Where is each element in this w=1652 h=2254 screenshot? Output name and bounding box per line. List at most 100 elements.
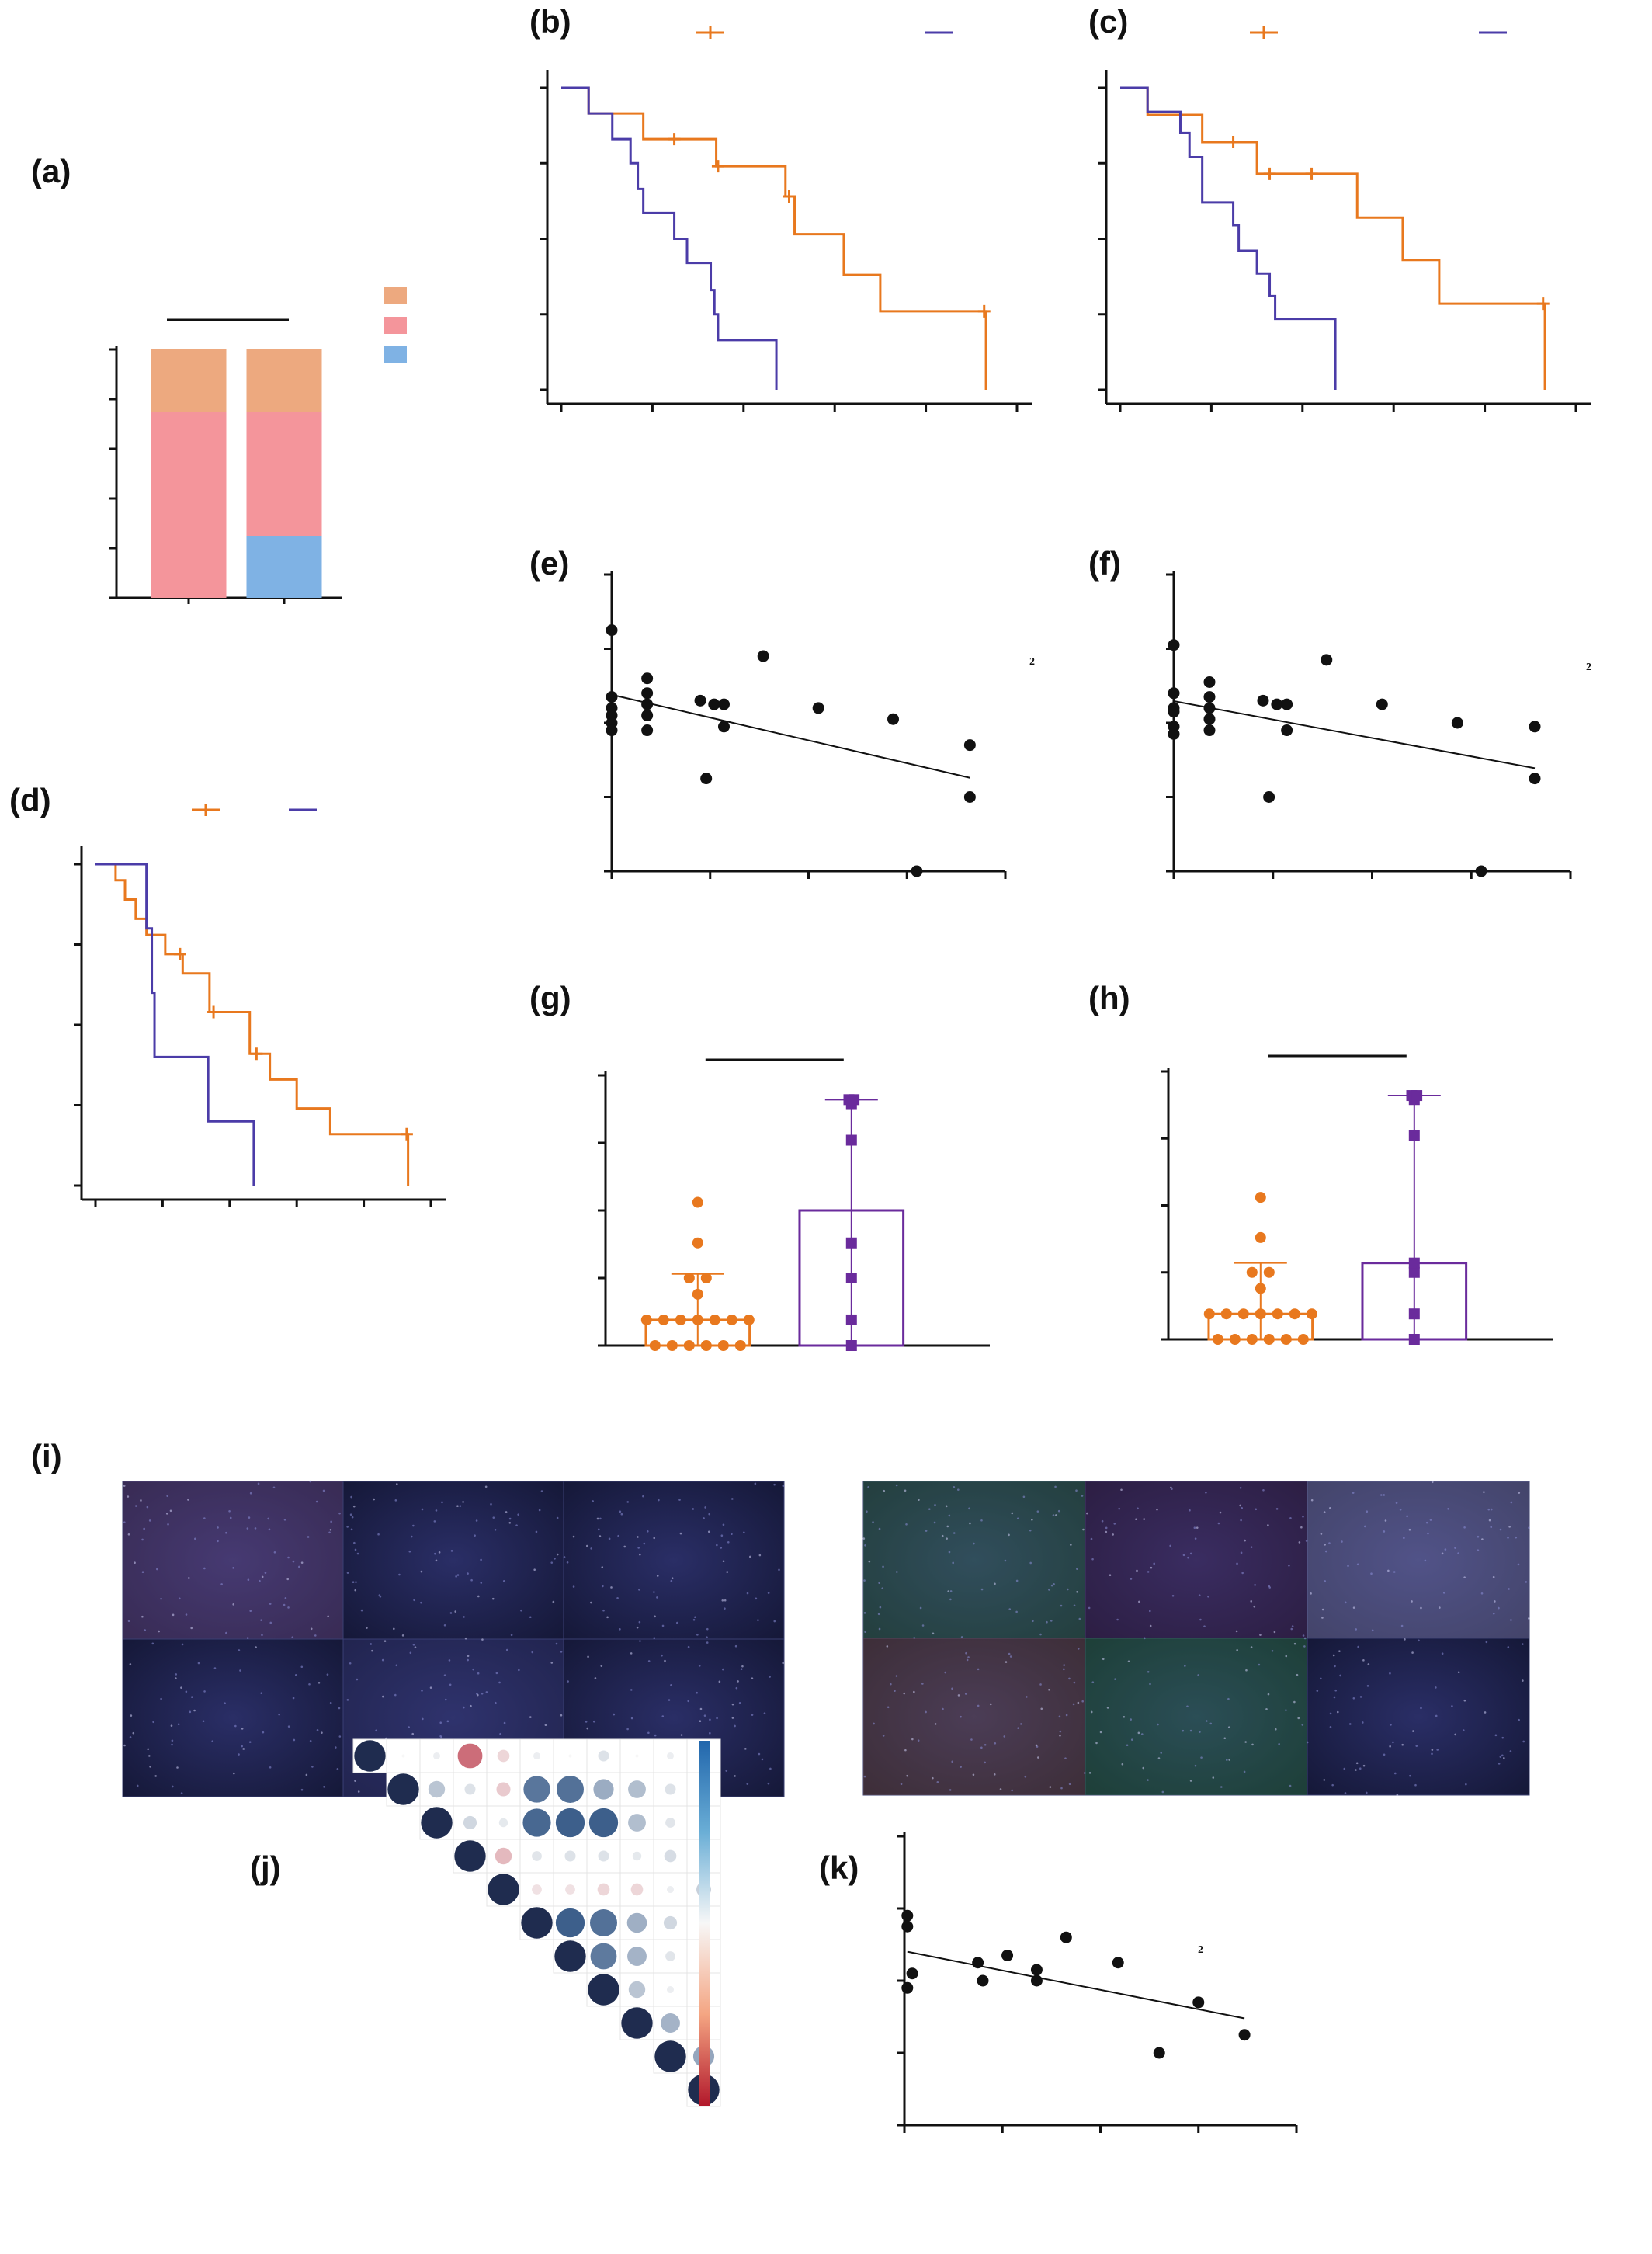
cell-speckle xyxy=(754,1482,757,1485)
censor-mark xyxy=(173,947,186,960)
cell-speckle xyxy=(600,1665,603,1667)
cell-speckle xyxy=(1169,1544,1171,1547)
cell-speckle xyxy=(960,1715,962,1718)
cell-speckle xyxy=(1171,1488,1173,1491)
regression-line xyxy=(611,693,970,779)
cell-speckle xyxy=(412,1643,415,1646)
censor-mark xyxy=(711,160,724,173)
cell-speckle xyxy=(1498,1606,1500,1610)
regression-line xyxy=(907,1950,1245,2020)
cell-speckle xyxy=(1521,1643,1524,1645)
cell-speckle xyxy=(450,1550,453,1552)
cell-speckle xyxy=(984,1743,987,1746)
cell-speckle xyxy=(670,1684,672,1686)
cell-speckle xyxy=(246,1637,249,1639)
cell-speckle xyxy=(957,1488,960,1491)
cell-speckle xyxy=(371,1649,373,1652)
cell-speckle xyxy=(567,1680,569,1683)
cell-speckle xyxy=(661,1654,663,1657)
cell-speckle xyxy=(449,1612,453,1614)
cell-speckle xyxy=(1331,1783,1334,1787)
correlation-circle xyxy=(354,1740,386,1772)
cell-speckle xyxy=(211,1740,214,1742)
cell-speckle xyxy=(1184,1665,1186,1667)
cell-speckle xyxy=(1435,1686,1437,1689)
cell-speckle xyxy=(1251,1743,1254,1746)
cell-speckle xyxy=(895,1484,898,1487)
cell-speckle xyxy=(323,1785,325,1788)
chart-k: 2 xyxy=(897,1832,1298,2133)
cell-speckle xyxy=(1441,1652,1444,1655)
cell-speckle xyxy=(1293,1642,1296,1645)
data-point xyxy=(1280,1334,1292,1345)
cell-speckle xyxy=(718,1680,721,1683)
cell-speckle xyxy=(1118,1507,1120,1510)
cell-speckle xyxy=(1029,1561,1032,1565)
panel-letter-j: (j) xyxy=(250,1849,281,1886)
cell-speckle xyxy=(1171,1594,1175,1597)
correlation-circle xyxy=(521,1907,553,1939)
cell-speckle xyxy=(1462,1729,1465,1731)
cell-speckle xyxy=(1522,1740,1525,1743)
cell-speckle xyxy=(882,1565,884,1568)
cell-speckle xyxy=(1289,1516,1292,1519)
image-tile xyxy=(1307,1481,1530,1639)
cell-speckle xyxy=(735,1686,738,1690)
cell-speckle xyxy=(1393,1772,1397,1775)
cell-speckle xyxy=(1499,1528,1502,1531)
cell-speckle xyxy=(1301,1724,1304,1726)
cell-speckle xyxy=(335,1746,337,1749)
cell-speckle xyxy=(680,1734,683,1736)
cell-speckle xyxy=(531,1651,534,1654)
cell-speckle xyxy=(1509,1750,1512,1752)
cell-speckle xyxy=(1235,1630,1238,1633)
cell-speckle xyxy=(1383,1494,1386,1496)
cell-speckle xyxy=(1130,1738,1133,1741)
data-point xyxy=(849,1094,860,1106)
cell-speckle xyxy=(630,1717,633,1720)
cell-speckle xyxy=(1092,1558,1094,1561)
cell-speckle xyxy=(726,1571,729,1573)
cell-speckle xyxy=(1499,1756,1502,1758)
data-point xyxy=(1220,1308,1232,1320)
correlation-circle xyxy=(401,1754,405,1758)
cell-speckle xyxy=(863,1579,866,1582)
cell-speckle xyxy=(594,1677,597,1679)
cell-speckle xyxy=(140,1499,142,1502)
cell-speckle xyxy=(1015,1610,1018,1613)
cell-speckle xyxy=(185,1613,188,1616)
correlation-circle xyxy=(593,1779,614,1800)
cell-speckle xyxy=(919,1606,922,1610)
cell-speckle xyxy=(1390,1724,1392,1726)
cell-speckle xyxy=(1418,1639,1420,1642)
cell-speckle xyxy=(653,1591,655,1593)
cell-speckle xyxy=(925,1530,928,1532)
cell-speckle xyxy=(491,1597,495,1600)
cell-speckle xyxy=(1424,1559,1427,1562)
cell-speckle xyxy=(560,1714,563,1717)
cell-speckle xyxy=(1032,1620,1034,1623)
cell-speckle xyxy=(590,1601,592,1604)
cell-speckle xyxy=(1073,1681,1076,1684)
cell-speckle xyxy=(180,1686,182,1689)
cell-speckle xyxy=(556,1553,559,1556)
cell-speckle xyxy=(351,1516,354,1519)
cell-speckle xyxy=(602,1609,605,1612)
cell-speckle xyxy=(722,1560,725,1563)
data-point xyxy=(641,698,654,710)
cell-speckle xyxy=(190,1696,193,1698)
cell-speckle xyxy=(725,1770,728,1772)
cell-speckle xyxy=(1488,1519,1491,1522)
cell-speckle xyxy=(601,1566,604,1568)
cell-speckle xyxy=(160,1697,162,1700)
cell-speckle xyxy=(171,1743,173,1746)
cell-speckle xyxy=(722,1523,725,1526)
correlation-circle xyxy=(588,1808,619,1838)
cell-speckle xyxy=(953,1485,956,1488)
cell-speckle xyxy=(731,1498,734,1500)
cell-speckle xyxy=(338,1707,341,1710)
cell-speckle xyxy=(1160,1752,1163,1754)
cell-speckle xyxy=(190,1627,193,1630)
correlation-circle xyxy=(628,1814,646,1832)
cell-speckle xyxy=(872,1521,874,1523)
